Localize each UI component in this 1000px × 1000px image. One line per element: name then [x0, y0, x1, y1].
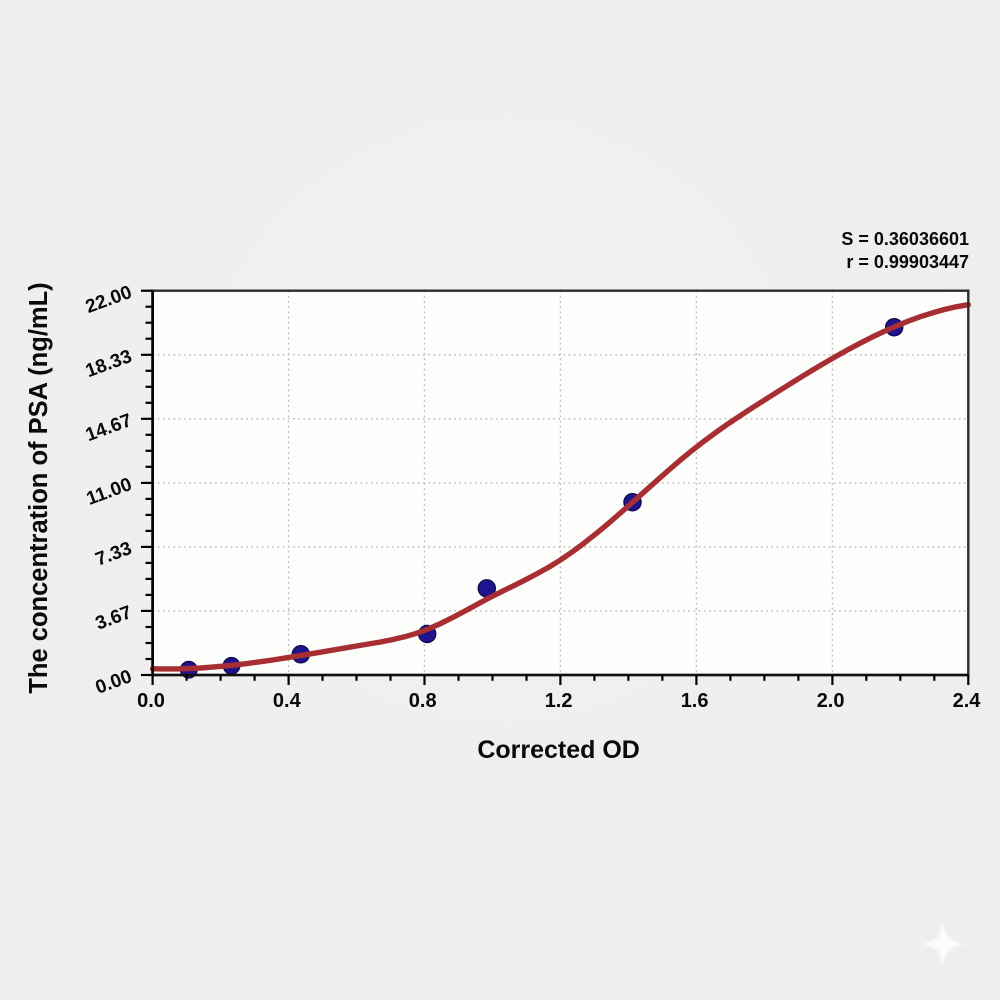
svg-text:0.00: 0.00	[93, 666, 135, 698]
svg-text:0.4: 0.4	[273, 690, 302, 712]
svg-text:S = 0.36036601: S = 0.36036601	[841, 229, 969, 249]
svg-text:0.0: 0.0	[137, 690, 165, 712]
svg-text:1.2: 1.2	[545, 690, 573, 712]
svg-text:1.6: 1.6	[681, 690, 709, 712]
svg-text:11.00: 11.00	[84, 474, 135, 510]
svg-text:r = 0.99903447: r = 0.99903447	[846, 252, 969, 272]
svg-text:Corrected OD: Corrected OD	[477, 736, 640, 764]
svg-text:0.8: 0.8	[409, 690, 437, 712]
svg-text:2.4: 2.4	[953, 690, 982, 712]
svg-text:3.67: 3.67	[93, 602, 135, 634]
svg-text:14.67: 14.67	[83, 410, 135, 446]
svg-text:The concentration of PSA (ng/m: The concentration of PSA (ng/mL)	[25, 282, 53, 693]
svg-text:22.00: 22.00	[83, 282, 135, 318]
svg-text:7.33: 7.33	[93, 538, 135, 570]
svg-text:18.33: 18.33	[83, 346, 135, 382]
svg-text:2.0: 2.0	[817, 690, 845, 712]
